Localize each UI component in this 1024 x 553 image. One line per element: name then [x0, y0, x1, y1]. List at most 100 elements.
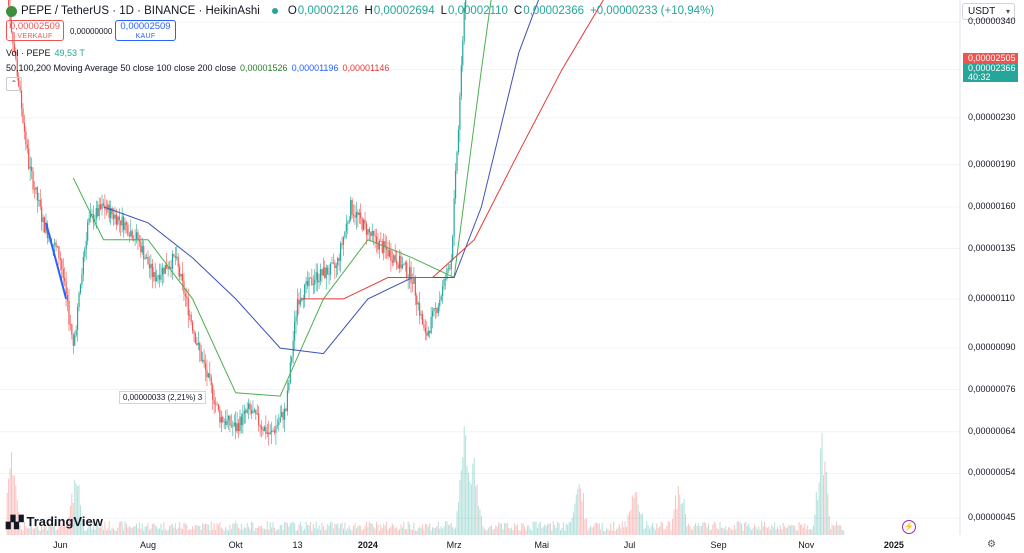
volume-bar — [324, 530, 326, 535]
volume-bar — [478, 506, 480, 535]
candle-body — [335, 265, 337, 268]
lightning-icon[interactable]: ⚡ — [902, 520, 916, 534]
candle-body — [148, 264, 151, 269]
volume-bar — [330, 522, 332, 535]
buy-button[interactable]: 0,00002509 KAUF — [115, 20, 176, 41]
volume-bar — [469, 482, 471, 535]
candle-body — [308, 277, 310, 286]
volume-bar — [660, 521, 662, 535]
volume-bar — [593, 526, 595, 535]
volume-bar — [235, 521, 237, 535]
volume-bar — [101, 525, 103, 535]
candle-body — [230, 425, 232, 426]
volume-bar — [512, 530, 514, 535]
volume-legend[interactable]: Vol · PEPE 49,53 T — [6, 48, 85, 58]
volume-bar — [193, 529, 195, 535]
candle-body — [312, 284, 314, 285]
volume-bar — [653, 527, 655, 535]
volume-bar — [351, 530, 353, 535]
candle-body — [305, 281, 307, 285]
volume-bar — [46, 530, 48, 535]
volume-bar — [480, 515, 482, 535]
candle-body — [166, 264, 168, 269]
candle-body — [35, 187, 37, 190]
gear-icon[interactable]: ⚙ — [987, 539, 996, 550]
volume-bar — [562, 521, 564, 535]
candle-body — [361, 218, 363, 230]
candle-body — [430, 316, 432, 334]
volume-bar — [499, 523, 501, 535]
tradingview-logo[interactable]: ▞▞ TradingView — [6, 514, 103, 529]
candle-body — [442, 286, 444, 297]
candle-body — [216, 403, 218, 405]
volume-bar — [574, 503, 576, 535]
volume-bar — [18, 511, 20, 535]
volume-bar — [685, 513, 687, 535]
volume-bar — [134, 525, 136, 535]
volume-bar — [621, 521, 623, 535]
measure-annotation[interactable]: 0,00000033 (2,21%) 3 — [119, 391, 207, 404]
volume-bar — [125, 523, 127, 535]
volume-bar — [182, 528, 184, 535]
volume-bar — [502, 529, 504, 535]
volume-bar — [436, 525, 438, 535]
symbol-title[interactable]: PEPE / TetherUS · 1D · BINANCE · HeikinA… — [21, 5, 260, 17]
volume-bar — [284, 522, 286, 535]
candle-body — [147, 257, 149, 265]
candle-body — [25, 131, 27, 145]
volume-bar — [808, 529, 810, 535]
volume-bar — [791, 524, 793, 535]
volume-bar — [420, 527, 422, 535]
volume-bar — [209, 530, 211, 535]
candle-body — [28, 148, 30, 169]
candle-body — [72, 334, 74, 346]
volume-bar — [608, 530, 610, 535]
sell-button[interactable]: 0,00002509 VERKAUF — [6, 20, 64, 41]
volume-bar — [192, 526, 194, 535]
candle-body — [390, 250, 392, 261]
candle-body — [190, 314, 192, 322]
volume-bar — [651, 522, 653, 535]
volume-bar — [81, 519, 83, 535]
volume-bar — [341, 522, 343, 535]
volume-bar — [741, 524, 743, 535]
volume-bar — [100, 527, 102, 535]
candle-body — [295, 316, 297, 322]
volume-bar — [679, 494, 681, 535]
ma50-value: 0,00001526 — [240, 63, 288, 73]
volume-bar — [141, 523, 143, 535]
candle-body — [167, 268, 169, 270]
volume-bar — [650, 526, 652, 535]
y-tick-label: 0,00000160 — [968, 200, 1016, 211]
volume-bar — [167, 529, 169, 535]
volume-bar — [407, 521, 409, 535]
volume-bar — [298, 524, 300, 535]
y-tick-label: 0,00000190 — [968, 158, 1016, 169]
volume-bar — [365, 521, 367, 535]
candle-body — [177, 256, 179, 267]
candle-body — [388, 250, 391, 257]
candle-body — [79, 284, 82, 294]
volume-bar — [203, 524, 205, 535]
volume-bar — [236, 523, 238, 535]
candle-body — [292, 340, 294, 357]
candle-body — [371, 230, 373, 236]
volume-bar — [92, 521, 94, 535]
volume-bar — [327, 524, 329, 535]
volume-bar — [555, 527, 557, 535]
volume-bar — [802, 527, 804, 535]
candle-body — [173, 253, 175, 257]
volume-bar — [539, 521, 541, 535]
volume-bar — [641, 513, 643, 535]
collapse-legend-button[interactable]: ⌃ — [6, 77, 22, 91]
candle-body — [394, 255, 396, 261]
volume-bar — [417, 528, 419, 535]
ma-legend[interactable]: 50,100,200 Moving Average 50 close 100 c… — [6, 63, 389, 73]
volume-bar — [35, 525, 37, 535]
volume-bar — [703, 521, 705, 535]
volume-bar — [745, 521, 747, 535]
currency-selector[interactable]: USDT ▾ — [962, 3, 1015, 20]
volume-bar — [488, 527, 490, 535]
volume-bar — [164, 529, 166, 535]
